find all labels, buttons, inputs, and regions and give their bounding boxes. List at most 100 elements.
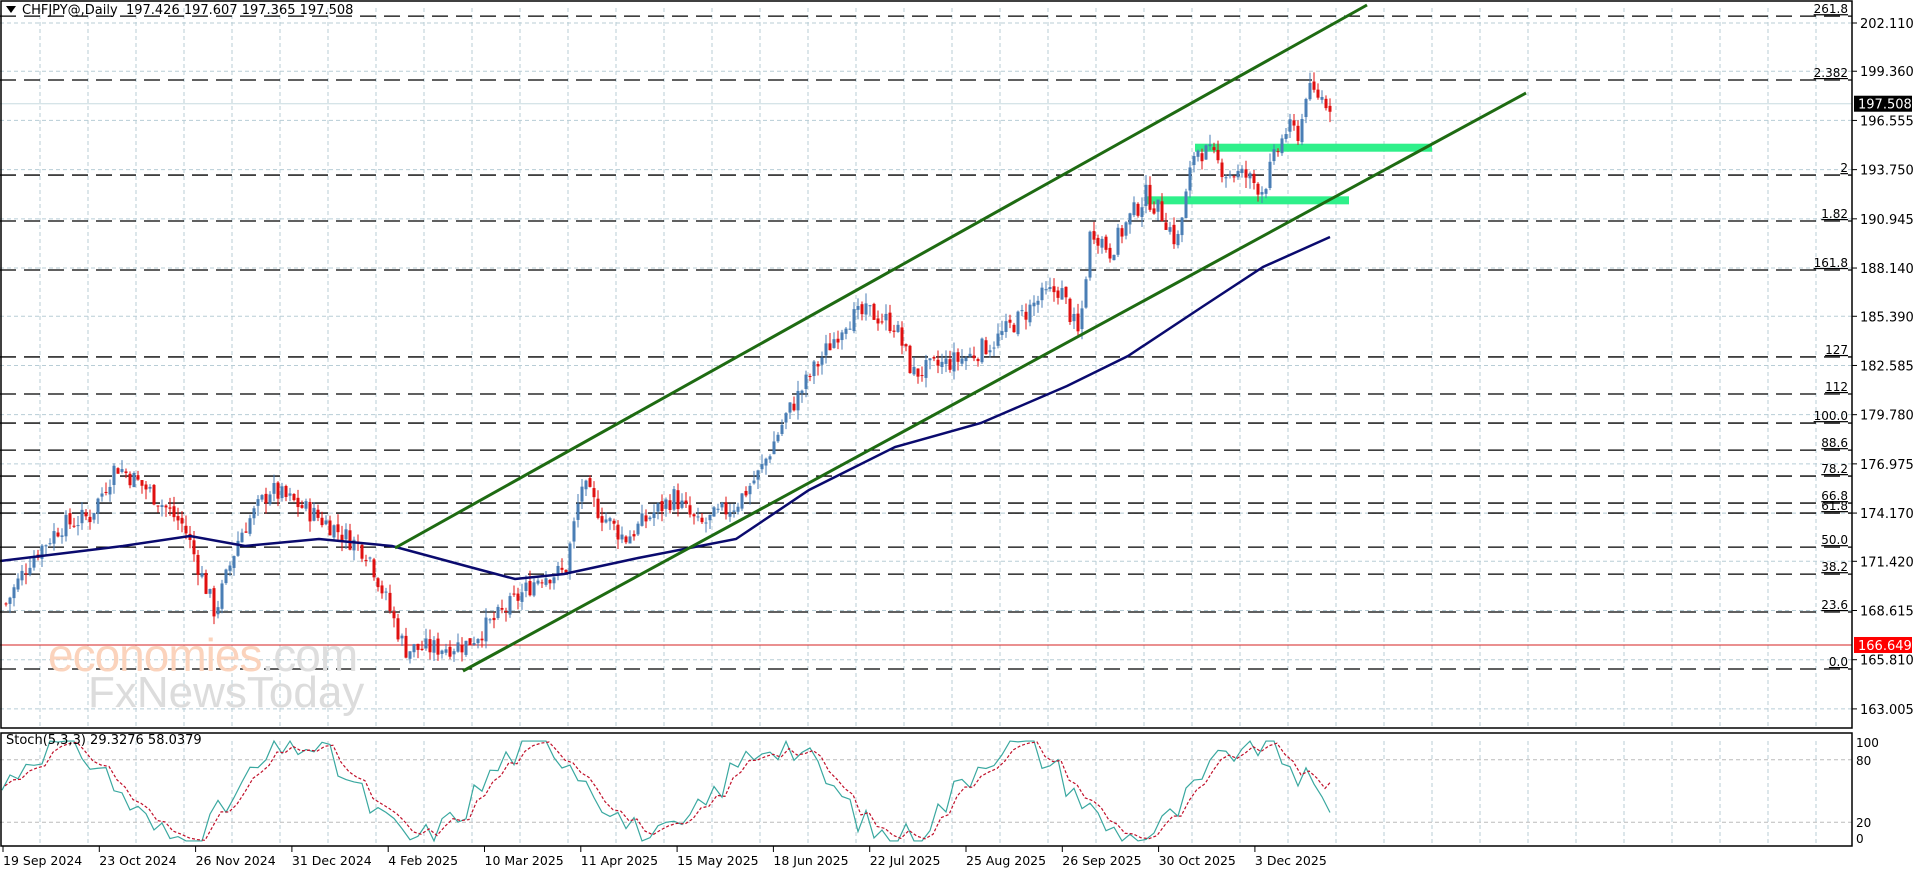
candle [864, 303, 868, 315]
candle [708, 514, 712, 521]
candle [208, 588, 212, 594]
candle [1124, 222, 1128, 236]
candle [808, 376, 812, 378]
candle [1136, 203, 1140, 216]
candle [1168, 227, 1172, 232]
candle [484, 617, 488, 642]
fib-label: 88.6 [1821, 436, 1848, 450]
candle [904, 344, 908, 347]
candle [1036, 300, 1040, 305]
candle [260, 495, 264, 500]
candle [476, 639, 480, 644]
candle [844, 328, 848, 334]
candle [652, 512, 656, 518]
candle [412, 644, 416, 653]
candle [1248, 173, 1252, 179]
candle [512, 593, 516, 595]
svg-text:197.508: 197.508 [1858, 98, 1912, 113]
candle [280, 486, 284, 499]
candle [604, 519, 608, 523]
candle [152, 484, 156, 505]
candle [992, 347, 996, 349]
price-tick: 176.975 [1860, 458, 1914, 473]
date-tick: 26 Nov 2024 [196, 853, 276, 868]
candle [28, 567, 32, 575]
fib-label: 161.8 [1814, 256, 1848, 270]
candle [1160, 201, 1164, 221]
candle [788, 402, 792, 413]
candle [1104, 236, 1108, 250]
ohlc-values: 197.426 197.607 197.365 197.508 [125, 3, 354, 18]
candle [76, 525, 80, 527]
candle [388, 592, 392, 611]
candle [240, 532, 244, 543]
candle [80, 509, 84, 524]
candle [316, 509, 320, 518]
candle [268, 494, 272, 505]
candle [428, 639, 432, 653]
fib-label: 127 [1825, 343, 1848, 357]
candle [348, 530, 352, 550]
date-tick: 30 Oct 2025 [1159, 853, 1236, 868]
candle [1204, 145, 1208, 160]
candle [520, 592, 524, 602]
support-zone [1146, 196, 1349, 205]
candle [124, 471, 128, 474]
candle [580, 486, 584, 502]
candle [812, 361, 816, 377]
candle [856, 306, 860, 310]
candle [752, 480, 756, 484]
candle [896, 324, 900, 332]
candle [456, 642, 460, 652]
candle [524, 582, 528, 592]
svg-text:166.649: 166.649 [1858, 639, 1912, 654]
candle [944, 358, 948, 364]
candle [1236, 171, 1240, 178]
candle [40, 545, 44, 559]
candle [1148, 184, 1152, 210]
candle [160, 505, 164, 507]
fib-label: 23.6 [1821, 598, 1848, 612]
candle [1068, 298, 1072, 322]
candle [228, 565, 232, 571]
candle [276, 482, 280, 499]
candle [796, 390, 800, 411]
candle [488, 619, 492, 621]
candle [676, 490, 680, 510]
fib-label: 38.2 [1821, 560, 1848, 574]
candle [932, 356, 936, 359]
candle [624, 536, 628, 543]
candle [16, 578, 20, 590]
price-tick: 168.615 [1860, 605, 1914, 620]
candle [1328, 105, 1332, 112]
candle [1192, 156, 1196, 166]
collapse-triangle-icon[interactable] [6, 6, 16, 13]
candle [1004, 321, 1008, 332]
candle [176, 516, 180, 521]
candle [988, 350, 992, 353]
price-tick: 199.360 [1860, 65, 1914, 80]
candle [724, 502, 728, 515]
candle [116, 468, 120, 474]
candle [1228, 174, 1232, 177]
ma-line [0, 235, 1331, 581]
candle [892, 330, 896, 332]
candle [264, 493, 268, 504]
candle [620, 534, 624, 540]
candle [68, 513, 72, 525]
fib-label: 50.0 [1821, 533, 1848, 547]
candle [1120, 228, 1124, 237]
price-tick: 193.750 [1860, 164, 1914, 179]
candle [1224, 177, 1228, 179]
candle [1040, 287, 1044, 301]
stoch-tick: 80 [1856, 754, 1871, 768]
candle [1060, 288, 1064, 300]
candle [592, 488, 596, 498]
candle [60, 535, 64, 537]
candle [1312, 81, 1316, 90]
candle [332, 525, 336, 538]
candle [916, 368, 920, 377]
candle [1076, 313, 1080, 332]
date-tick: 23 Oct 2024 [99, 853, 176, 868]
